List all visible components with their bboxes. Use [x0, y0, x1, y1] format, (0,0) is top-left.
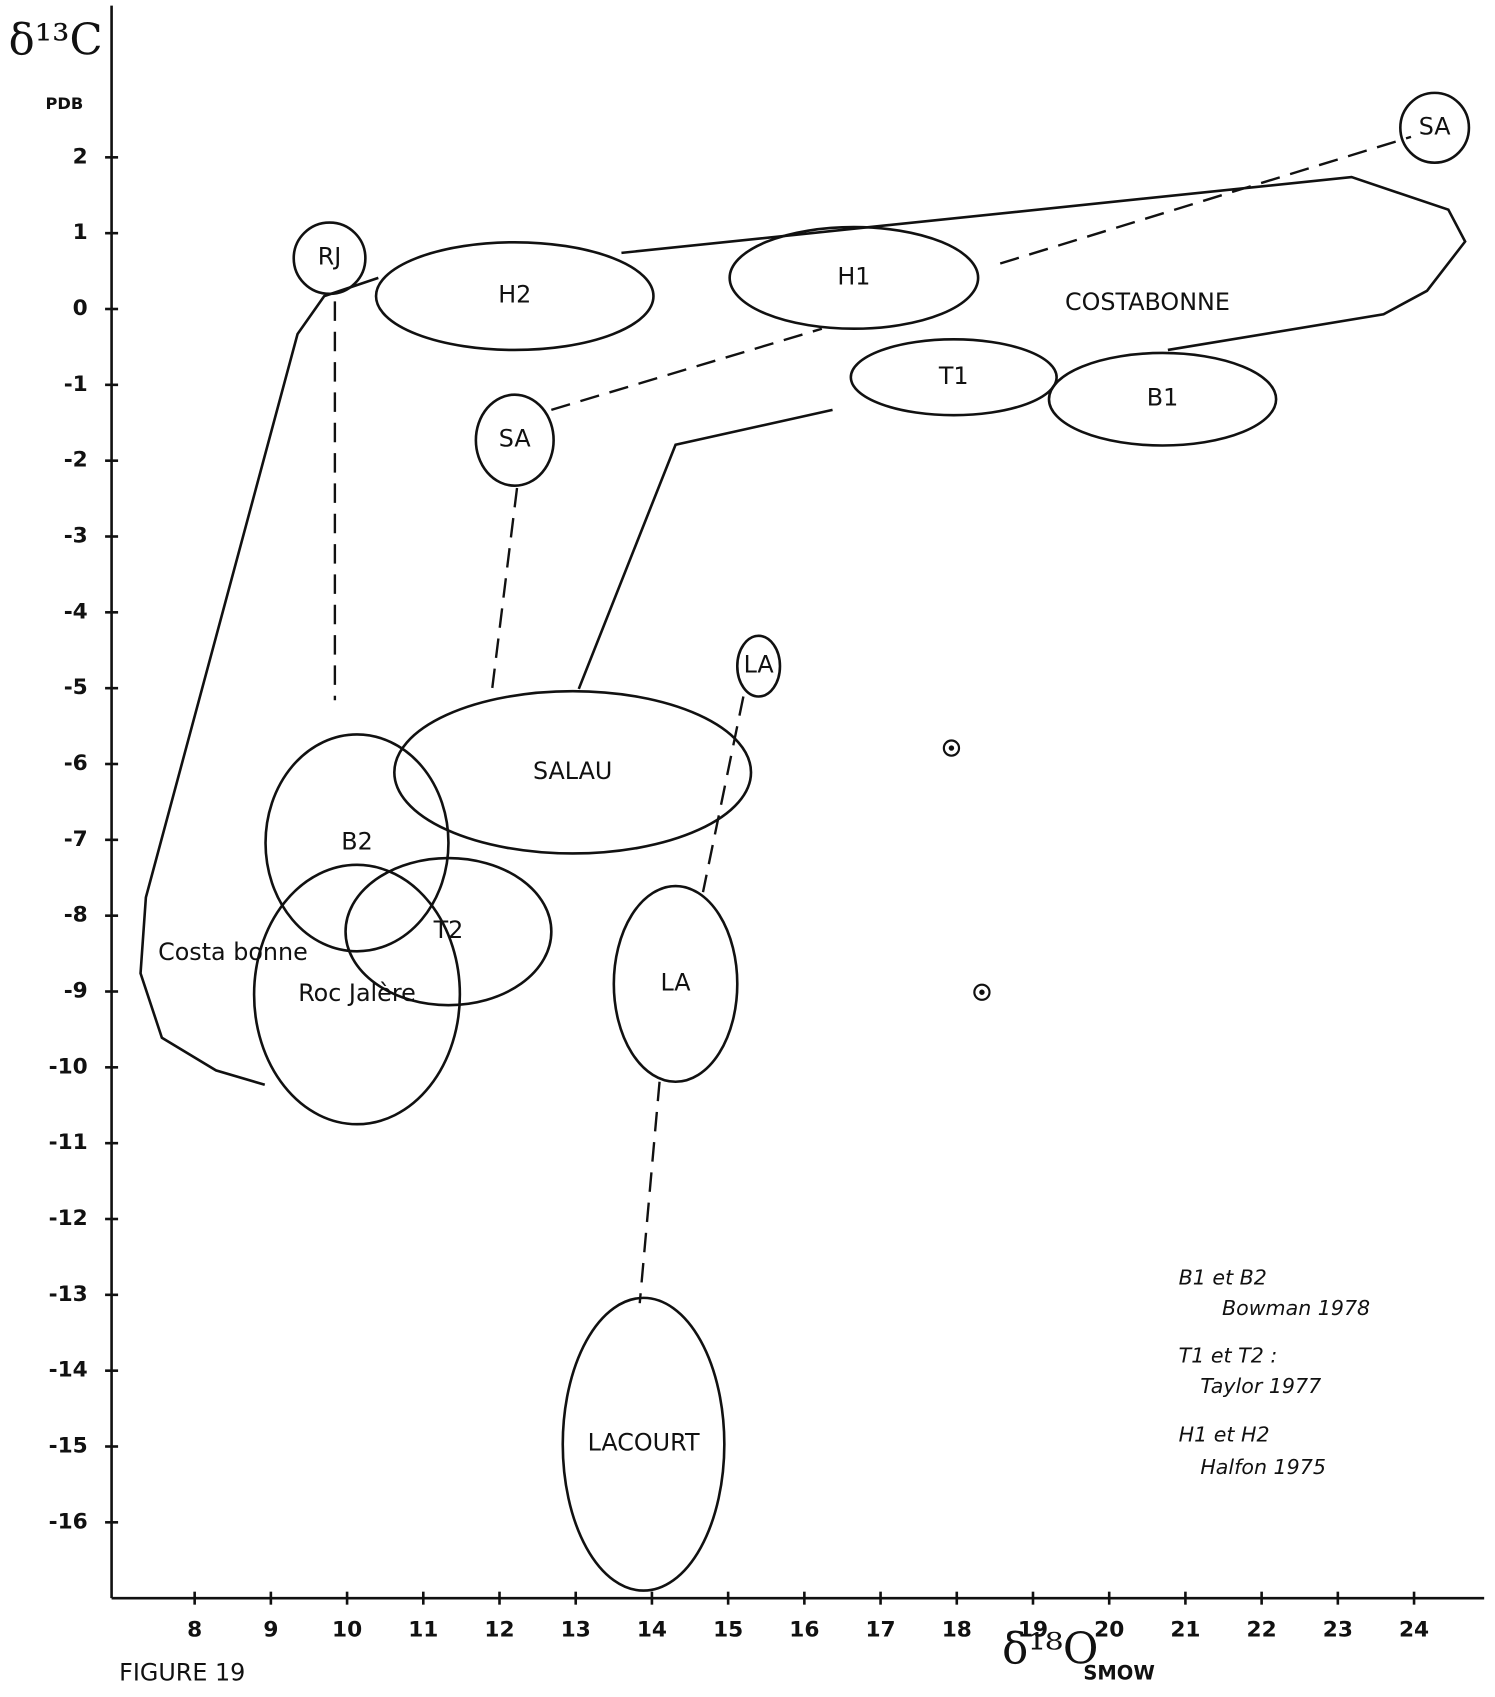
y-tick-label: -15	[49, 1433, 88, 1458]
note: Taylor 1977	[1200, 1374, 1321, 1398]
region	[735, 634, 782, 698]
outline-label: COSTABONNE	[1065, 288, 1230, 316]
x-tick-label: 24	[1399, 1618, 1429, 1643]
region	[728, 225, 980, 331]
y-tick-label: 2	[73, 144, 88, 169]
point	[973, 983, 991, 1001]
region-label: Roc Jalère	[298, 979, 416, 1007]
point-dot	[948, 745, 955, 751]
x-tick-label: 16	[789, 1618, 819, 1643]
x-tick-label: 18	[942, 1618, 972, 1643]
outline-label: Costa bonne	[158, 938, 308, 966]
y-tick-label: -2	[64, 448, 88, 473]
outline	[621, 175, 1467, 352]
region-label: SA	[1419, 112, 1452, 140]
region	[374, 240, 655, 352]
region	[252, 863, 462, 1126]
region-label: SA	[499, 425, 532, 453]
region	[264, 733, 450, 953]
x-tick-label: 8	[187, 1618, 202, 1643]
region-label: T1	[938, 362, 969, 390]
region	[1047, 351, 1278, 447]
y-tick-label: -13	[49, 1282, 88, 1307]
region	[612, 884, 739, 1084]
y-tick-label: -16	[49, 1509, 88, 1534]
note: Halfon 1975	[1200, 1455, 1326, 1479]
y-tick-label: 0	[73, 296, 88, 321]
figure-label: FIGURE 19	[119, 1659, 245, 1687]
point	[942, 739, 961, 757]
y-tick-label: -9	[64, 979, 88, 1004]
note: Bowman 1978	[1222, 1296, 1370, 1320]
region	[474, 393, 555, 487]
note: H1 et H2	[1179, 1423, 1270, 1447]
region	[561, 1296, 726, 1592]
link	[999, 135, 1412, 265]
region-label: SALAU	[533, 757, 612, 785]
x-tick-label: 15	[713, 1618, 743, 1643]
region	[292, 221, 367, 296]
x-tick-label: 20	[1094, 1618, 1124, 1643]
region-label: H2	[498, 281, 531, 309]
x-tick-label: 10	[332, 1618, 362, 1643]
x-axis-label: δ¹⁸O	[1002, 1624, 1098, 1674]
outline	[577, 408, 833, 690]
x-tick-label: 23	[1323, 1618, 1353, 1643]
x-tick-label: 11	[408, 1618, 438, 1643]
link	[490, 487, 519, 692]
y-tick-label: -6	[64, 751, 88, 776]
y-tick-label: -1	[64, 372, 88, 397]
note: B1 et B2	[1179, 1266, 1267, 1290]
x-tick-label: 9	[263, 1618, 278, 1643]
region-label: RJ	[318, 243, 342, 271]
y-tick-label: -14	[49, 1358, 88, 1383]
x-axis-label-sub: SMOW	[1083, 1662, 1155, 1685]
y-tick-label: -4	[64, 599, 88, 624]
region-label: LACOURT	[588, 1429, 700, 1457]
note: T1 et T2 :	[1179, 1344, 1278, 1368]
region-label: H1	[837, 262, 870, 290]
region-label: LA	[744, 651, 775, 679]
x-tick-label: 13	[561, 1618, 591, 1643]
y-tick-label: -5	[64, 675, 88, 700]
region	[393, 689, 753, 855]
region-label: B1	[1147, 384, 1179, 412]
y-tick-label: -3	[64, 523, 88, 548]
x-tick-label: 22	[1247, 1618, 1277, 1643]
link	[701, 696, 745, 893]
y-tick-label: 1	[73, 220, 88, 245]
region	[849, 338, 1058, 417]
region-label: LA	[660, 968, 691, 996]
x-tick-label: 19	[1018, 1618, 1048, 1643]
link	[550, 327, 823, 411]
link	[638, 1081, 661, 1304]
region-label: T2	[433, 916, 464, 944]
y-tick-label: -8	[64, 903, 88, 928]
point-dot	[979, 989, 985, 995]
region-label: B2	[341, 827, 373, 855]
outline	[139, 276, 379, 1087]
x-tick-label: 12	[484, 1618, 514, 1643]
x-tick-label: 17	[865, 1618, 895, 1643]
x-tick-label: 21	[1170, 1618, 1200, 1643]
y-tick-label: -11	[49, 1130, 88, 1155]
y-tick-label: -12	[49, 1206, 88, 1231]
region	[1399, 91, 1471, 164]
x-tick-label: 14	[637, 1618, 667, 1643]
y-tick-label: -7	[64, 827, 88, 852]
y-axis-label: δ¹³C	[9, 16, 103, 66]
y-tick-label: -10	[49, 1054, 88, 1079]
y-axis-label-sub: PDB	[45, 94, 83, 113]
